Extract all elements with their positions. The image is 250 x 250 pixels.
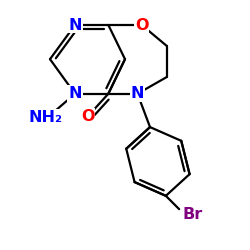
Text: Br: Br — [182, 207, 203, 222]
Text: N: N — [68, 18, 82, 32]
Text: O: O — [135, 18, 148, 32]
Text: N: N — [131, 86, 144, 101]
Text: NH₂: NH₂ — [29, 110, 63, 125]
Text: O: O — [81, 109, 94, 124]
Text: N: N — [68, 86, 82, 101]
